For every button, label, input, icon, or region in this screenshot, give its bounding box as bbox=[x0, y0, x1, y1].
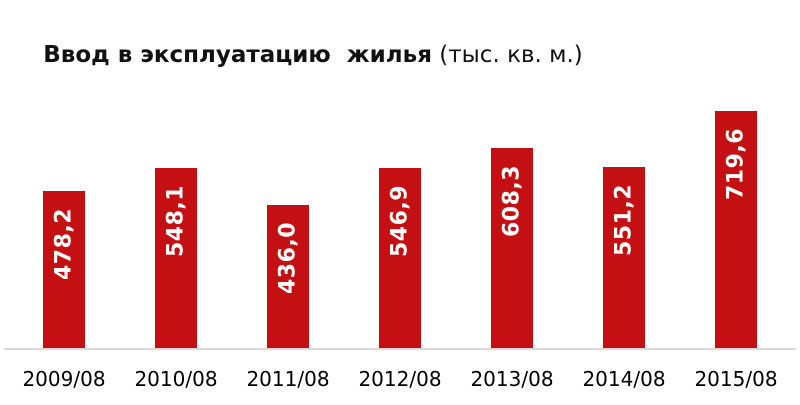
chart-title-main: Ввод в эксплуатацию жилья bbox=[43, 41, 432, 68]
bar-value-label: 436,0 bbox=[275, 222, 301, 295]
page-title: Ввод в эксплуатацию жилья (тыс. кв. м.) bbox=[14, 12, 583, 98]
bar-slot: 551,2 bbox=[568, 85, 680, 348]
x-axis-label-2010-08: 2010/08 bbox=[134, 367, 218, 391]
bar-value-label: 546,9 bbox=[387, 185, 413, 258]
x-axis-line bbox=[4, 348, 796, 350]
bar-value-label: 548,1 bbox=[163, 185, 189, 258]
bar-slot: 719,6 bbox=[680, 85, 792, 348]
bar-2013-08: 608,3 bbox=[491, 148, 533, 348]
bar-slot: 608,3 bbox=[456, 85, 568, 348]
bar-2011-08: 436,0 bbox=[267, 205, 309, 348]
x-axis-label-2011-08: 2011/08 bbox=[246, 367, 330, 391]
x-axis-label-2012-08: 2012/08 bbox=[358, 367, 442, 391]
plot-area: 478,2 548,1 436,0 546,9 608,3 551,2 719,6 bbox=[8, 85, 792, 348]
bar-value-label: 608,3 bbox=[499, 165, 525, 238]
x-axis-labels: 2009/08 2010/08 2011/08 2012/08 2013/08 2014/… bbox=[8, 366, 792, 392]
bar-slot: 548,1 bbox=[120, 85, 232, 348]
bar-value-label: 478,2 bbox=[51, 208, 77, 281]
bar-2010-08: 548,1 bbox=[155, 168, 197, 348]
bar-slot: 478,2 bbox=[8, 85, 120, 348]
chart-title-unit: (тыс. кв. м.) bbox=[431, 41, 583, 68]
bar-value-label: 719,6 bbox=[723, 128, 749, 201]
bar-2014-08: 551,2 bbox=[603, 167, 645, 348]
x-axis-label-2015-08: 2015/08 bbox=[694, 367, 778, 391]
x-axis-label-2009-08: 2009/08 bbox=[22, 367, 106, 391]
bar-2012-08: 546,9 bbox=[379, 168, 421, 348]
bar-value-label: 551,2 bbox=[611, 184, 637, 257]
bar-slot: 436,0 bbox=[232, 85, 344, 348]
bar-slot: 546,9 bbox=[344, 85, 456, 348]
bar-2009-08: 478,2 bbox=[43, 191, 85, 348]
x-axis-label-2013-08: 2013/08 bbox=[470, 367, 554, 391]
bar-2015-08: 719,6 bbox=[715, 111, 757, 348]
x-axis-label-2014-08: 2014/08 bbox=[582, 367, 666, 391]
